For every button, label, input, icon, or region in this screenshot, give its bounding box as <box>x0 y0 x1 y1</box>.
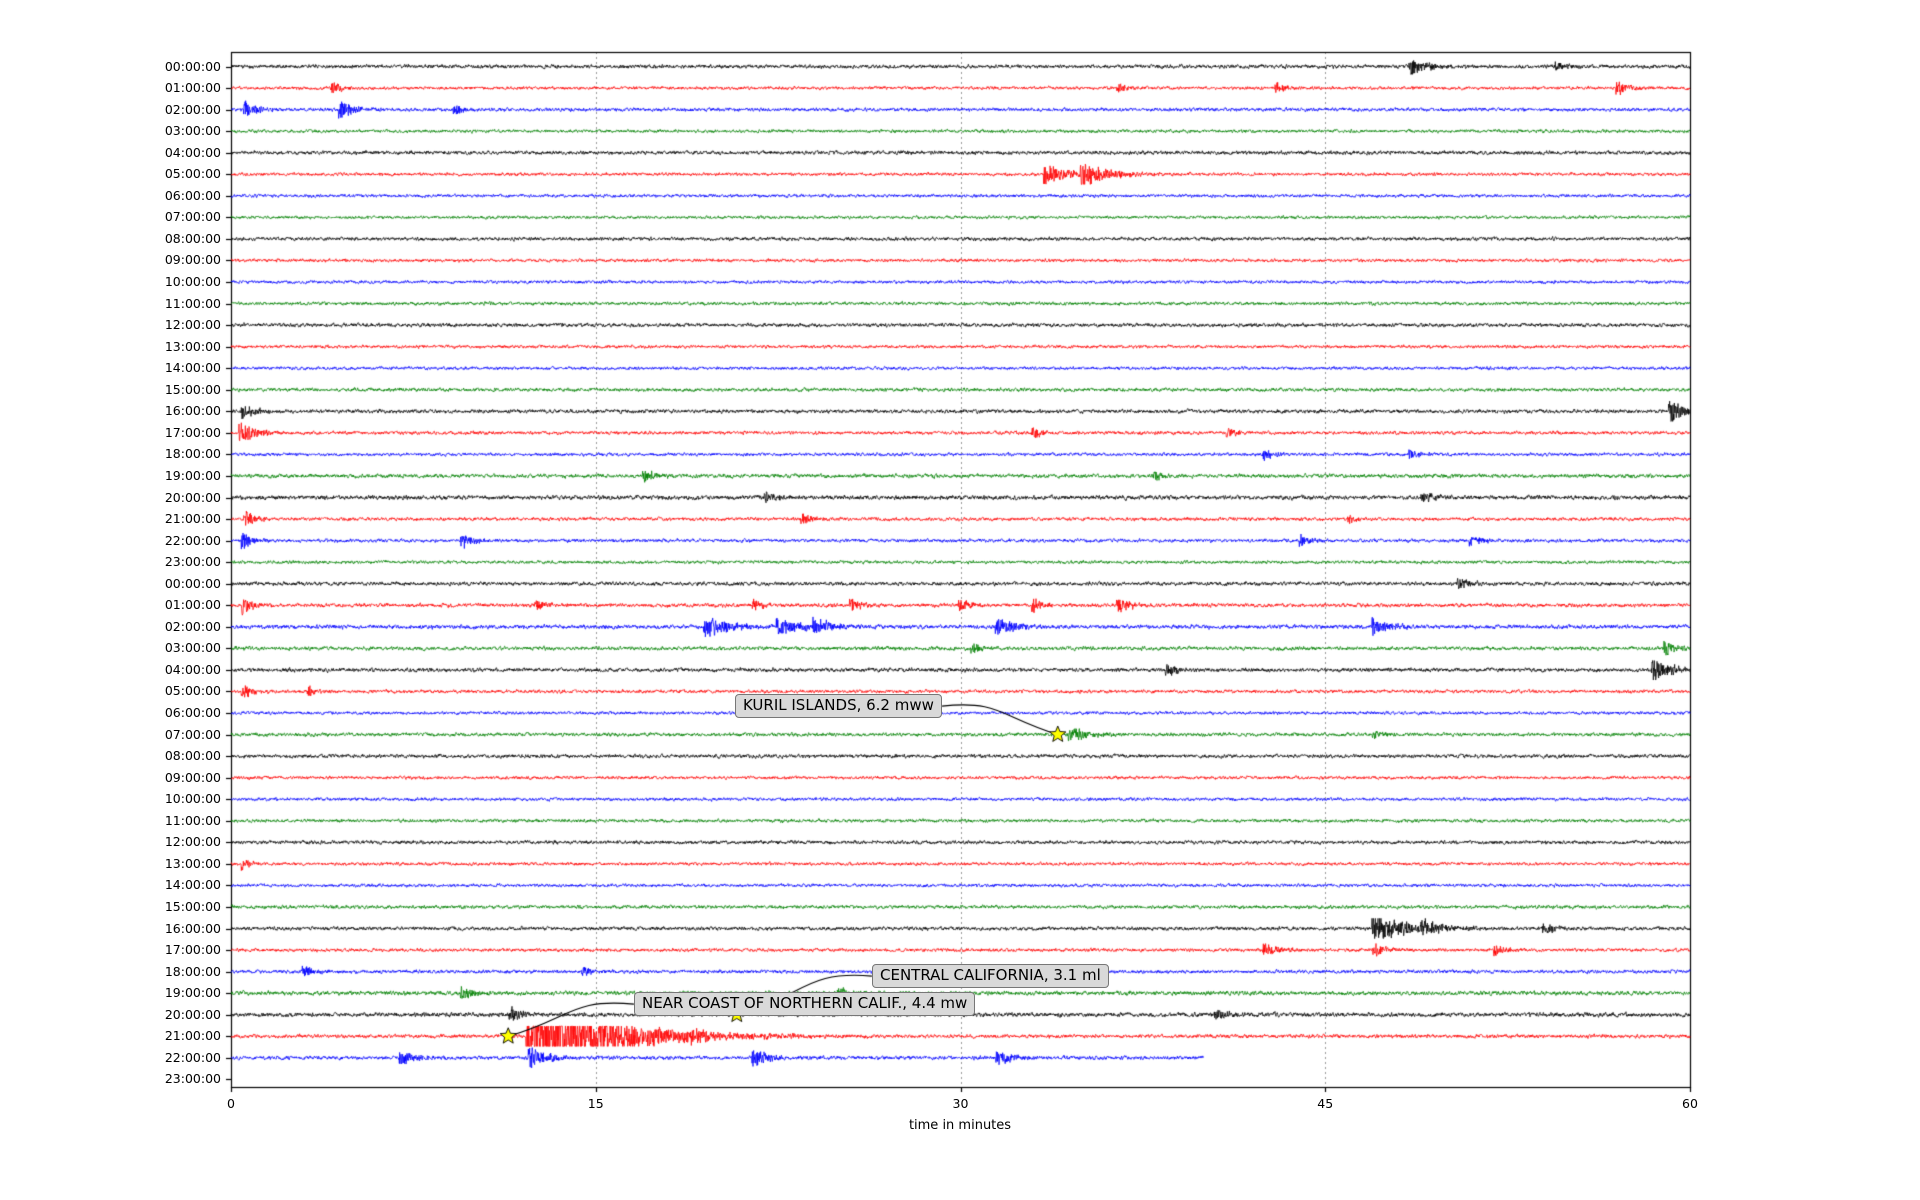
y-tick-label: 10:00:00 <box>164 274 221 289</box>
y-tick-label: 04:00:00 <box>164 144 221 160</box>
y-tick-label: 09:00:00 <box>164 252 221 268</box>
y-tick-label: 04:00:00 <box>164 661 221 677</box>
y-tick-label: 00:00:00 <box>164 58 221 74</box>
y-tick-label: 15:00:00 <box>164 381 221 397</box>
y-tick-label: 03:00:00 <box>164 640 221 656</box>
y-tick-label: 12:00:00 <box>164 834 221 850</box>
y-tick-label: 21:00:00 <box>164 511 221 527</box>
y-tick-label: 01:00:00 <box>164 80 221 96</box>
y-tick-label: 02:00:00 <box>164 618 221 634</box>
y-tick-label: 22:00:00 <box>164 1049 221 1065</box>
x-tick-label: 45 <box>1317 1096 1334 1111</box>
y-tick-label: 06:00:00 <box>164 705 221 720</box>
y-tick-label: 23:00:00 <box>164 554 221 570</box>
y-tick-label: 23:00:00 <box>164 1071 221 1087</box>
y-tick-label: 15:00:00 <box>164 898 221 914</box>
y-tick-label: 13:00:00 <box>164 855 221 871</box>
y-tick-label: 05:00:00 <box>164 683 221 699</box>
y-tick-label: 07:00:00 <box>164 726 221 742</box>
annotation-label: NEAR COAST OF NORTHERN CALIF., 4.4 mw <box>642 994 968 1012</box>
y-tick-label: 08:00:00 <box>164 230 221 246</box>
y-tick-label: 16:00:00 <box>164 403 221 419</box>
y-tick-label: 07:00:00 <box>164 209 221 225</box>
y-tick-label: 16:00:00 <box>164 920 221 936</box>
y-tick-label: 20:00:00 <box>164 1006 221 1022</box>
y-tick-label: 12:00:00 <box>164 317 221 333</box>
y-tick-label: 06:00:00 <box>164 187 221 203</box>
x-tick-label: 15 <box>587 1096 604 1111</box>
x-axis-label: time in minutes <box>908 1118 1012 1133</box>
y-tick-label: 11:00:00 <box>164 812 221 828</box>
annotation-label: CENTRAL CALIFORNIA, 3.1 ml <box>880 966 1101 984</box>
x-tick-label: 60 <box>1682 1096 1698 1111</box>
y-tick-label: 01:00:00 <box>164 597 221 613</box>
y-tick-label: 22:00:00 <box>164 532 221 548</box>
y-tick-label: 08:00:00 <box>164 748 221 764</box>
y-tick-label: 02:00:00 <box>164 101 221 117</box>
y-tick-label: 19:00:00 <box>164 985 221 1001</box>
annotation-label: KURIL ISLANDS, 6.2 mww <box>743 696 934 714</box>
y-tick-label: 21:00:00 <box>164 1028 221 1044</box>
x-tick-label: 30 <box>952 1096 969 1111</box>
y-tick-label: 03:00:00 <box>164 123 221 139</box>
y-tick-label: 20:00:00 <box>164 489 221 505</box>
y-tick-label: 14:00:00 <box>164 360 221 376</box>
y-tick-label: 17:00:00 <box>164 942 221 958</box>
annotation-central-california: CENTRAL CALIFORNIA, 3.1 ml <box>872 964 1109 989</box>
y-tick-label: 05:00:00 <box>164 166 221 182</box>
y-tick-label: 17:00:00 <box>164 424 221 440</box>
y-tick-label: 13:00:00 <box>164 338 221 354</box>
y-tick-label: 09:00:00 <box>164 769 221 785</box>
y-tick-label: 14:00:00 <box>164 877 221 893</box>
y-tick-label: 18:00:00 <box>164 446 221 462</box>
y-tick-label: 00:00:00 <box>164 575 221 591</box>
annotation-near-coast-northern-calif: NEAR COAST OF NORTHERN CALIF., 4.4 mw <box>634 992 976 1017</box>
y-tick-label: 19:00:00 <box>164 467 221 483</box>
annotation-kuril-islands: KURIL ISLANDS, 6.2 mww <box>735 694 942 719</box>
y-tick-label: 10:00:00 <box>164 791 221 807</box>
y-tick-label: 11:00:00 <box>164 295 221 311</box>
y-tick-label: 18:00:00 <box>164 963 221 979</box>
x-tick-label: 0 <box>227 1096 235 1111</box>
